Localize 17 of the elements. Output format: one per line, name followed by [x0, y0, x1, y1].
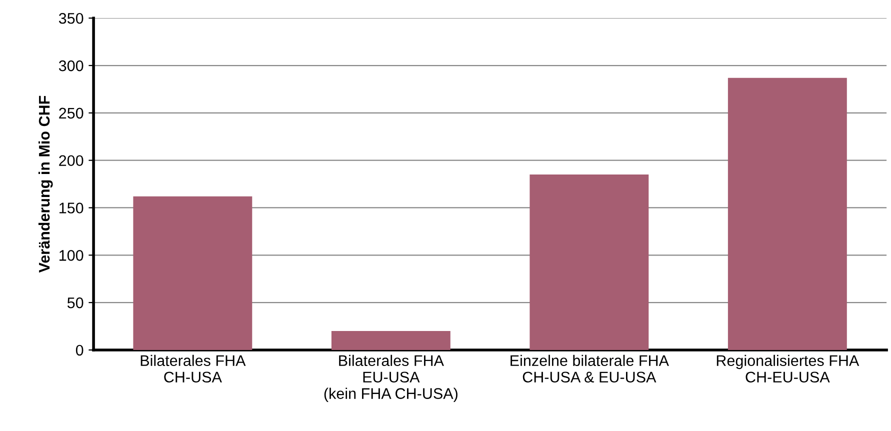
bar: [530, 174, 649, 350]
y-tick-label: 0: [76, 344, 84, 356]
x-tick-label: Bilaterales FHA CH-USA: [140, 354, 246, 383]
y-tick-label: 150: [60, 202, 84, 214]
y-tick-label: 350: [58, 12, 84, 24]
y-tick-label: 100: [60, 250, 84, 261]
y-axis-title: Veränderung in Mio CHF: [38, 96, 53, 273]
bar: [331, 331, 450, 350]
x-tick-label: Bilaterales FHA EU-USA (kein FHA CH-USA): [324, 354, 458, 402]
x-tick-label: Einzelne bilaterale FHA CH-USA & EU-USA: [510, 354, 669, 383]
y-tick-label: 300: [58, 60, 84, 72]
x-tick-label: Regionalisiertes FHA CH-EU-USA: [716, 354, 860, 383]
bar: [728, 78, 847, 350]
bar: [133, 196, 252, 350]
y-tick-label: 250: [59, 108, 84, 119]
y-tick-label: 50: [67, 297, 84, 308]
y-tick-label: 200: [59, 155, 84, 166]
